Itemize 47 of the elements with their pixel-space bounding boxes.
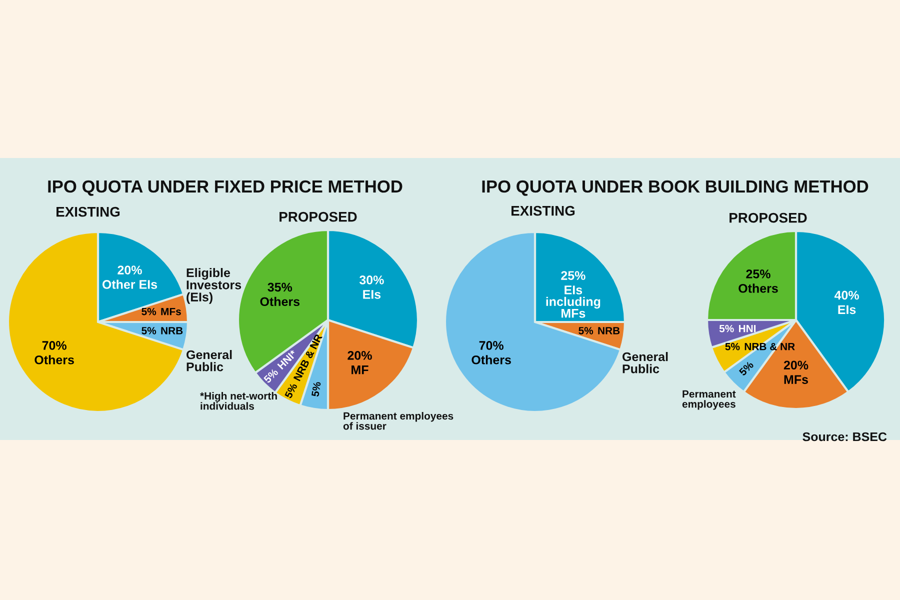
- text: IPO QUOTA UNDER FIXED PRICE METHOD: [48, 180, 402, 196]
- slice-label: MFs: [784, 375, 808, 384]
- data-label: 5%: [578, 327, 594, 334]
- slice-label: EIs including MFs: [546, 286, 600, 318]
- slice-label: MF: [352, 366, 368, 374]
- slice-label: EIs: [838, 305, 856, 314]
- data-label: 40%: [834, 290, 859, 300]
- slice-label: NRB: [598, 327, 620, 334]
- data-label: 5%: [738, 360, 754, 376]
- data-label: 20%: [784, 360, 808, 370]
- slice-label: HNI: [739, 324, 756, 332]
- data-label: 5%: [263, 368, 279, 384]
- chart-subtitle: EXISTING: [512, 206, 575, 216]
- slice-label: Others: [260, 296, 300, 306]
- data-label: 30%: [359, 276, 384, 284]
- chart-subtitle: EXISTING: [56, 206, 120, 217]
- data-label: 5%: [725, 342, 740, 350]
- data-label: 35%: [268, 282, 292, 292]
- slice-label: Others: [472, 355, 511, 364]
- data-label: 20%: [118, 266, 142, 274]
- text: General Public: [622, 352, 668, 374]
- text: General Public: [186, 350, 232, 372]
- text: Permanent employees: [682, 390, 736, 410]
- data-label: 5%: [719, 324, 734, 332]
- text: Eligible Investors (EIs): [186, 268, 242, 304]
- text: *High net-worth individuals: [200, 392, 277, 410]
- source-note: Source: BSEC: [802, 432, 887, 442]
- slice-label: Others: [34, 355, 74, 364]
- data-label: 20%: [348, 350, 372, 360]
- data-label: 25%: [561, 271, 586, 280]
- slice-label: MFs: [161, 308, 181, 316]
- data-label: 70%: [42, 341, 66, 350]
- data-label: 25%: [746, 270, 770, 278]
- slice-label: EIs: [363, 290, 381, 299]
- text: IPO QUOTA UNDER BOOK BUILDING METHOD: [482, 180, 868, 196]
- chart-subtitle: PROPOSED: [280, 212, 357, 222]
- slice-label: NRB & NR: [293, 333, 323, 382]
- data-label: 70%: [479, 341, 504, 350]
- data-label: 5%: [311, 381, 321, 397]
- text: Permanent employees of issuer: [343, 412, 454, 430]
- slice-label: Others: [738, 284, 778, 293]
- slice-label: Other EIs: [102, 280, 158, 289]
- data-label: 5%: [142, 327, 156, 334]
- data-label: 5%: [284, 382, 298, 399]
- data-label: 5%: [142, 308, 156, 316]
- chart-subtitle: PROPOSED: [730, 212, 807, 223]
- slice-label: NRB: [161, 327, 183, 334]
